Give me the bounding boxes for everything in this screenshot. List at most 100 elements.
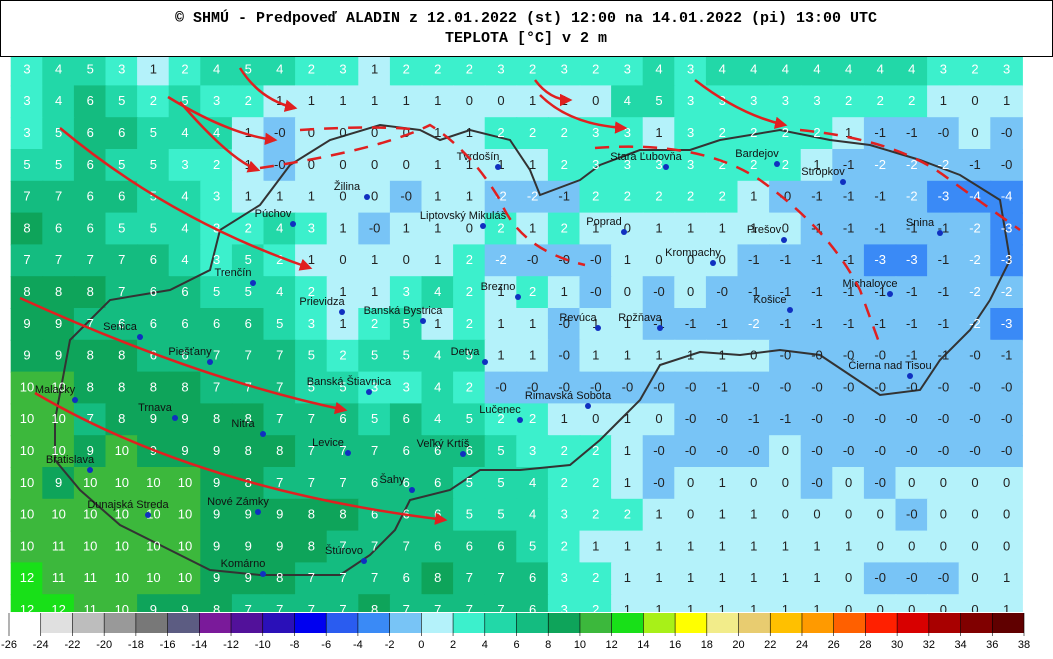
cell (484, 308, 518, 341)
cell (484, 530, 518, 564)
grid-value: 3 (561, 570, 568, 585)
grid-value: 5 (655, 93, 662, 108)
cell (705, 371, 739, 405)
cell (611, 308, 644, 341)
grid-value: -0 (685, 411, 697, 426)
grid-value: 9 (55, 316, 62, 331)
cell (832, 403, 865, 437)
cell (42, 180, 75, 214)
grid-value: 10 (178, 475, 192, 490)
cell (674, 562, 707, 596)
grid-value: 1 (624, 348, 631, 363)
grid-value: -1 (843, 316, 855, 331)
annotations (19, 67, 1021, 525)
cell (73, 435, 107, 468)
grid-value: 0 (940, 507, 947, 522)
grid-value: 0 (750, 348, 757, 363)
city-dot (710, 260, 716, 266)
cell (705, 180, 739, 214)
cell (895, 117, 929, 150)
cell (105, 467, 139, 500)
cell (863, 212, 897, 246)
cell (358, 435, 391, 468)
grid-value: 1 (371, 93, 378, 108)
cell (200, 530, 233, 564)
cell (990, 117, 1023, 150)
cell (358, 276, 391, 309)
grid-value: 5 (497, 443, 504, 458)
grid-value: 5 (276, 316, 283, 331)
cell (453, 562, 486, 596)
cell (105, 149, 139, 182)
cell (168, 498, 202, 532)
cell (990, 339, 1023, 373)
grid-value: 2 (592, 61, 599, 76)
legend-swatch (135, 613, 168, 633)
legend-label: 2 (450, 639, 456, 651)
cell (453, 594, 486, 612)
cell (42, 244, 75, 278)
cell (10, 594, 44, 612)
grid-value: 1 (750, 538, 757, 553)
grid-value: 5 (150, 157, 157, 172)
cell (295, 308, 328, 341)
city-label: Komárno (221, 558, 266, 570)
cell (358, 530, 391, 564)
grid-value: -0 (653, 379, 665, 394)
cell (10, 339, 44, 373)
grid-value: -1 (874, 125, 886, 140)
legend-swatch (231, 613, 263, 633)
cell (453, 276, 486, 309)
cell (73, 180, 107, 214)
cell (800, 594, 834, 612)
grid-value: 8 (371, 602, 378, 617)
legend-label: 28 (859, 639, 871, 651)
cell (927, 562, 960, 596)
cell (105, 403, 139, 437)
cell (611, 212, 644, 246)
cell (705, 57, 739, 87)
cell (927, 403, 960, 437)
grid-value: 3 (624, 157, 631, 172)
grid-value: 4 (529, 507, 536, 522)
grid-value: 2 (561, 475, 568, 490)
grid-value: -0 (558, 348, 570, 363)
grid-value: -3 (1001, 220, 1013, 235)
grid-value: 1 (719, 475, 726, 490)
cell (200, 180, 233, 214)
grid-value: -2 (527, 189, 539, 204)
cell (421, 467, 455, 500)
grid-value: 7 (308, 602, 315, 617)
city-dot (260, 571, 266, 577)
title-box (0, 0, 1053, 57)
grid-value: 10 (115, 507, 129, 522)
grid-value: 5 (339, 379, 346, 394)
grid-value: -0 (527, 252, 539, 267)
grid-value: 2 (813, 125, 820, 140)
cell (168, 117, 202, 150)
grid-value: 2 (245, 220, 252, 235)
grid-value: 1 (624, 316, 631, 331)
cell (326, 57, 360, 87)
cell (231, 339, 265, 373)
grid-value: 7 (245, 602, 252, 617)
grid-value: -0 (558, 316, 570, 331)
grid-value: 2 (529, 284, 536, 299)
cell (105, 85, 139, 119)
grid-value: -0 (590, 252, 602, 267)
grid-value: 7 (339, 602, 346, 617)
legend-swatch (262, 613, 295, 633)
legend-label: -22 (64, 639, 80, 651)
grid-value: 0 (908, 538, 915, 553)
grid-value: 1 (529, 220, 536, 235)
grid-value: 7 (308, 475, 315, 490)
cell (231, 180, 265, 214)
cell (642, 85, 676, 119)
cell (358, 467, 391, 500)
cell (421, 594, 455, 612)
cell (200, 594, 233, 612)
city-label: Rožňava (618, 312, 662, 324)
cell (484, 339, 518, 373)
grid-value: 7 (466, 602, 473, 617)
